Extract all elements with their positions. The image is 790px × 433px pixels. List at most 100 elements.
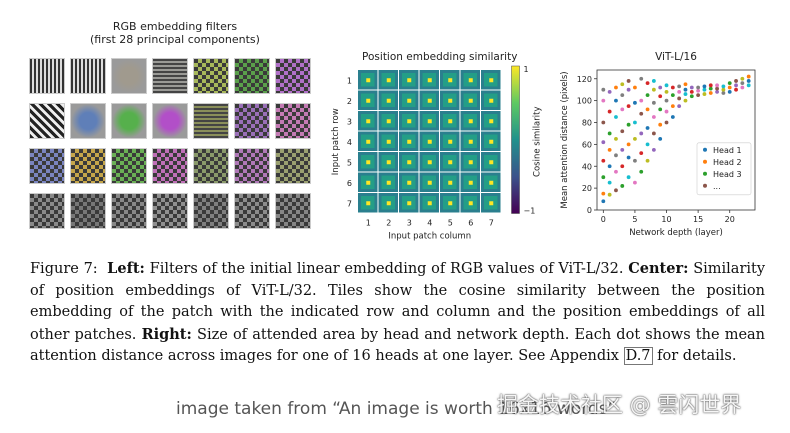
similarity-tile-peak [448,160,453,165]
data-point [746,79,751,83]
data-point [708,86,713,91]
similarity-tile-peak [448,201,453,206]
similarity-tile-peak [427,160,432,165]
data-point [683,92,688,96]
filter-tile [29,193,65,229]
similarity-tile-peak [386,78,391,83]
data-point [614,188,618,193]
data-point [651,131,656,136]
row-tick-label: 3 [347,117,352,126]
data-point [601,199,606,204]
data-point [721,91,726,95]
caption-left-text: Filters of the initial linear embedding … [149,261,624,277]
similarity-tile-peak [448,98,453,103]
data-point [626,175,631,180]
y-tick-label: 0 [587,206,592,215]
col-tick-label: 5 [448,219,453,228]
col-tick-label: 4 [427,219,432,228]
data-point [607,109,612,114]
figure-caption: Figure 7: Left: Filters of the initial l… [30,258,765,368]
data-point [633,100,637,105]
data-point [651,79,656,83]
similarity-tile-peak [386,98,391,103]
data-point [633,85,637,90]
data-point [651,100,656,105]
data-point [689,89,694,94]
filter-tile [29,148,65,184]
data-point [670,115,675,119]
data-point [740,76,745,81]
y-tick-label: 80 [582,119,592,128]
data-point [683,82,688,87]
data-point [607,192,612,197]
data-point [626,122,631,127]
similarity-tile-peak [448,78,453,83]
data-point [708,91,713,95]
data-point [658,85,663,90]
pos-ylabel: Input patch row [331,108,341,175]
data-point [689,85,694,90]
filter-tile [234,193,270,229]
data-point [740,81,745,86]
appendix-link[interactable]: D.7 [623,347,653,365]
data-point [734,83,738,88]
similarity-tile-peak [427,139,432,144]
similarity-tile-peak [366,98,371,103]
similarity-tile-peak [407,98,412,103]
data-point [677,104,682,108]
x-axis-label: Network depth (layer) [629,228,723,238]
similarity-tile-peak [366,119,371,124]
filter-tile [111,148,147,184]
legend-marker [703,159,707,164]
data-point [633,180,637,185]
y-axis-label: Mean attention distance (pixels) [560,71,570,208]
data-point [715,83,719,88]
legend-label: Head 2 [713,158,742,167]
row-tick-label: 6 [347,179,352,188]
similarity-tile-peak [489,180,494,185]
data-point [645,126,650,130]
filter-tile [152,58,188,94]
data-point [639,111,644,116]
data-point [658,107,663,112]
similarity-tile-peak [366,78,371,83]
caption-right-label: Right: [141,325,192,343]
y-tick-label: 120 [577,75,592,84]
similarity-tile-peak [468,78,473,83]
legend-marker [703,171,707,176]
filters-title-line2: (first 28 principal components) [90,33,260,46]
data-point [614,169,618,174]
data-point [645,93,650,98]
similarity-tile-peak [489,98,494,103]
row-tick-label: 1 [347,76,352,85]
caption-tail: for details. [657,348,737,364]
caption-left-label: Left: [107,260,145,277]
data-point [658,94,663,99]
data-point [607,89,612,94]
data-point [614,85,618,90]
data-point [626,104,631,108]
data-point [664,83,669,88]
similarity-tile-peak [386,119,391,124]
similarity-tile-peak [407,160,412,165]
data-point [715,89,719,94]
data-point [645,158,650,163]
filters-title: RGB embedding filters (first 28 principa… [60,20,290,46]
row-tick-label: 2 [347,97,352,106]
similarity-tile-peak [366,180,371,185]
filter-tile [70,103,106,139]
data-point [633,137,637,141]
data-point [746,83,751,88]
col-tick-label: 7 [489,219,494,228]
data-point [727,89,732,94]
filter-tile [152,148,188,184]
data-point [607,147,612,152]
legend-marker [703,147,707,152]
filter-tile [111,103,147,139]
filter-tile [111,193,147,229]
similarity-tile-peak [386,201,391,206]
similarity-tile-peak [489,160,494,165]
data-point [664,98,669,103]
filter-tile [152,103,188,139]
data-point [658,122,663,127]
